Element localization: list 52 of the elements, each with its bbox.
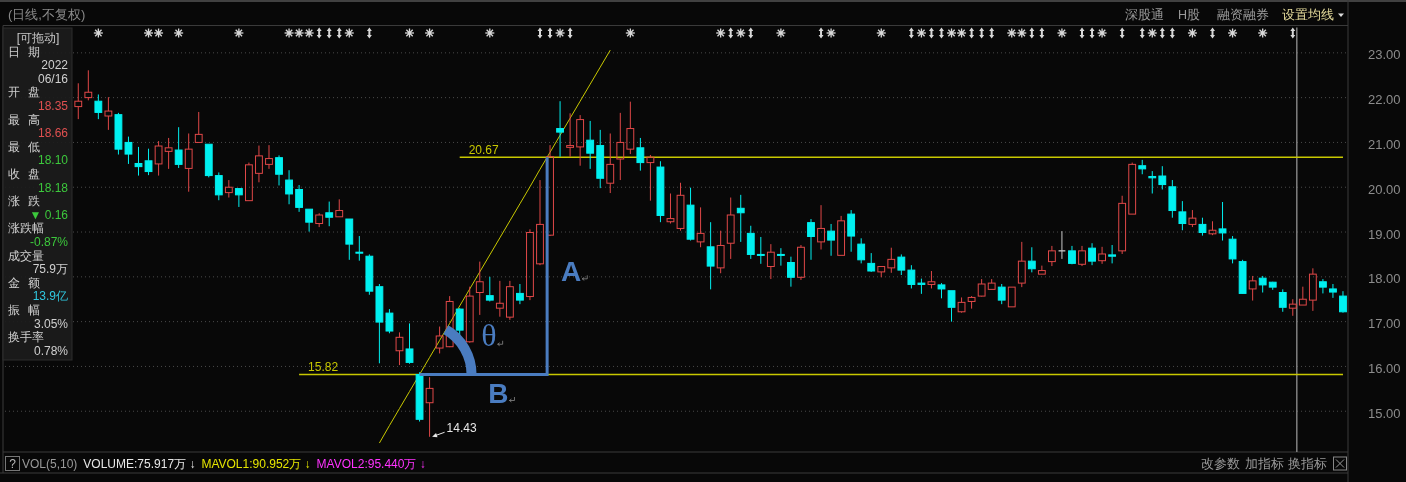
text: 换指标 <box>1288 456 1327 471</box>
annotation: 成交量 <box>8 248 44 263</box>
annotation: -0.87% <box>29 235 69 249</box>
text: MAVOL2:95.440万 ↓ <box>316 456 426 471</box>
annotation: 0.78% <box>33 343 69 358</box>
y-tick-label: 15.00 <box>1368 405 1401 421</box>
text: MAVOL1:90.952万 ↓ <box>201 456 311 471</box>
annotation: 18.10 <box>37 153 69 168</box>
chart-title: (日线,不复权) <box>8 6 86 22</box>
annotation: 75.9万 <box>32 262 68 277</box>
text: VOLUME:75.917万 ↓ <box>83 456 196 471</box>
y-tick-label: 17.00 <box>1368 316 1401 332</box>
annotation: θ <box>481 316 497 353</box>
text: 改参数 <box>1201 456 1240 471</box>
text: 融资融券 <box>1217 8 1269 22</box>
annotation: 最 低 <box>8 139 41 154</box>
annotation: 金 额 <box>8 275 41 290</box>
annotation: 2022 <box>41 58 69 73</box>
annotation: 收 盘 <box>8 167 41 181</box>
annotation: 换手率 <box>8 330 44 345</box>
y-tick-label: 18.00 <box>1368 271 1401 287</box>
y-tick-label: 23.00 <box>1368 47 1401 63</box>
annotation: 06/16 <box>37 71 69 86</box>
annotation: 涨跌幅 <box>8 221 44 236</box>
annotation: 振 幅 <box>8 303 41 317</box>
annotation: 开 盘 <box>8 85 41 100</box>
annotation: 18.35 <box>37 99 69 113</box>
series-label: 20.67 <box>468 143 500 158</box>
series-label: 15.82 <box>308 360 339 375</box>
y-tick-label: 22.00 <box>1368 92 1401 108</box>
y-tick-label: 20.00 <box>1368 181 1401 197</box>
annotation: 涨 跌 <box>8 194 41 209</box>
annotation: B <box>488 378 509 409</box>
y-tick-label: 19.00 <box>1368 226 1401 242</box>
annotation: 13.9亿 <box>32 289 68 304</box>
text: 加指标 <box>1245 456 1284 471</box>
text: 深股通 <box>1125 8 1164 22</box>
y-tick-label: 21.00 <box>1368 136 1401 152</box>
annotation: 14.43 <box>446 420 477 435</box>
text: H股 <box>1178 8 1201 22</box>
annotation: [可拖动] <box>16 31 60 45</box>
text: 设置均线 <box>1282 8 1334 22</box>
text: VOL(5,10) <box>22 456 78 471</box>
annotation: 日 期 <box>8 44 41 59</box>
annotation: A <box>561 256 582 288</box>
y-tick-label: 16.00 <box>1368 360 1401 376</box>
annotation: 3.05% <box>33 316 69 331</box>
annotation: 最 高 <box>8 112 41 127</box>
text: ? <box>9 456 17 471</box>
annotation: 18.18 <box>37 180 69 195</box>
annotation: ▼ 0.16 <box>29 207 69 222</box>
annotation: 18.66 <box>37 126 69 141</box>
